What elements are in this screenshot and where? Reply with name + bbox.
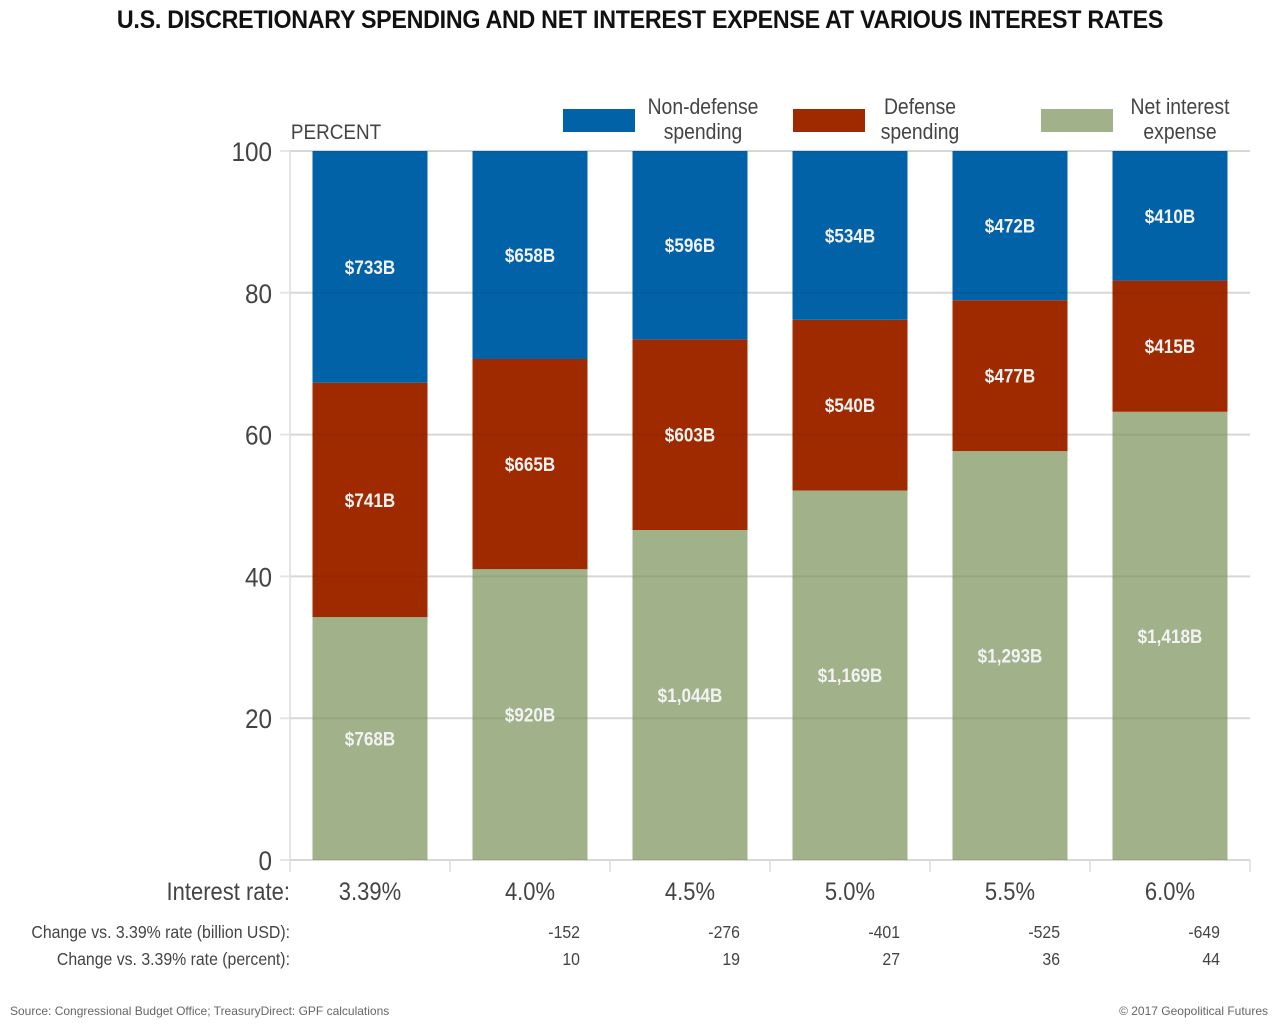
table-cell: 19 <box>722 949 740 969</box>
legend-label: Net interest <box>1131 95 1230 119</box>
bar-segment-defense <box>952 300 1068 452</box>
copyright: © 2017 Geopolitical Futures <box>1119 1004 1268 1018</box>
y-tick-label: 0 <box>258 847 272 876</box>
table-cell: -401 <box>868 922 900 942</box>
gridlines-overlay <box>290 150 1250 861</box>
table-cell: -525 <box>1028 922 1060 942</box>
change-table: -152 10 -276 19 -401 27 -525 36 -649 44 Change vs.… <box>31 922 1220 969</box>
data-label: $920B <box>505 705 555 726</box>
table-cell: -276 <box>708 922 740 942</box>
bar-segment-net-interest <box>312 617 428 860</box>
bar-segment-non-defense <box>1112 151 1228 281</box>
x-axis-label: Interest rate: <box>167 878 290 906</box>
y-tick-label: 80 <box>245 280 272 309</box>
x-tick-label: 3.39% <box>339 878 401 906</box>
data-label: $415B <box>1145 336 1195 357</box>
y-tick-label: 40 <box>245 563 272 592</box>
axes: 0 20 40 60 80 100 PERCENT 3.39% 4.0% 4.5% 5.0% 5.5%… <box>167 121 1196 905</box>
table-cell: -649 <box>1188 922 1220 942</box>
data-label: $534B <box>825 226 875 247</box>
data-label: $1,169B <box>818 665 883 686</box>
data-label: $1,044B <box>658 685 723 706</box>
gridlines <box>280 150 1251 872</box>
table-cell: 44 <box>1202 949 1220 969</box>
source-note: Source: Congressional Budget Office; Tre… <box>10 1004 390 1018</box>
y-tick-label: 20 <box>245 705 272 734</box>
legend-swatch-net-interest <box>1041 109 1113 132</box>
data-label: $472B <box>985 216 1035 237</box>
x-tick-label: 6.0% <box>1145 878 1195 906</box>
bar-segment-defense <box>312 382 428 618</box>
bar-segment-defense <box>1112 280 1228 412</box>
data-label: $665B <box>505 454 555 475</box>
data-label: $1,418B <box>1138 626 1203 647</box>
bar-segment-non-defense <box>792 151 908 320</box>
bars <box>312 151 1228 860</box>
data-label: $477B <box>985 366 1035 387</box>
data-label: $658B <box>505 245 555 266</box>
x-tick-label: 4.0% <box>505 878 555 906</box>
legend-label: spending <box>664 120 743 144</box>
bar-segment-net-interest <box>632 529 748 860</box>
data-label: $410B <box>1145 206 1195 227</box>
y-axis-label: PERCENT <box>291 121 381 144</box>
table-cell: 27 <box>882 949 900 969</box>
table-row-label: Change vs. 3.39% rate (billion USD): <box>31 922 290 942</box>
bar-segment-defense <box>472 358 588 570</box>
bar-segment-non-defense <box>472 151 588 359</box>
bar-labels: $768B $741B $733B $920B $665B $658B $1,044B $60… <box>345 206 1202 750</box>
x-tick-label: 5.0% <box>825 878 875 906</box>
data-label: $741B <box>345 490 395 511</box>
bar-segment-defense <box>792 319 908 491</box>
bar-segment-net-interest <box>1112 411 1228 860</box>
bar-segment-non-defense <box>632 151 748 340</box>
bar-segment-net-interest <box>792 490 908 860</box>
bar-segment-non-defense <box>312 151 428 383</box>
legend-label: Non-defense <box>648 95 759 119</box>
data-label: $733B <box>345 257 395 278</box>
y-tick-label: 100 <box>231 138 272 167</box>
table-cell: -152 <box>548 922 580 942</box>
bar-segment-defense <box>632 339 748 530</box>
bar-segment-net-interest <box>952 451 1068 860</box>
legend-swatch-non-defense <box>563 109 635 132</box>
table-row-label: Change vs. 3.39% rate (percent): <box>57 949 290 969</box>
data-label: $540B <box>825 395 875 416</box>
data-label: $1,293B <box>978 646 1043 667</box>
x-tick-label: 4.5% <box>665 878 715 906</box>
legend-label: expense <box>1143 120 1216 144</box>
legend-swatch-defense <box>793 109 865 132</box>
legend-label: spending <box>881 120 960 144</box>
bar-segment-net-interest <box>472 569 588 860</box>
x-tick-label: 5.5% <box>985 878 1035 906</box>
stacked-bar-chart: $768B $741B $733B $920B $665B $658B $1,044B $60… <box>31 95 1251 969</box>
data-label: $603B <box>665 425 715 446</box>
bar-segment-non-defense <box>952 151 1068 301</box>
data-label: $768B <box>345 729 395 750</box>
legend-label: Defense <box>884 95 956 119</box>
table-cell: 36 <box>1042 949 1060 969</box>
y-tick-label: 60 <box>245 421 272 450</box>
chart-title: U.S. DISCRETIONARY SPENDING AND NET INTE… <box>116 6 1164 34</box>
data-label: $596B <box>665 235 715 256</box>
table-cell: 10 <box>562 949 580 969</box>
